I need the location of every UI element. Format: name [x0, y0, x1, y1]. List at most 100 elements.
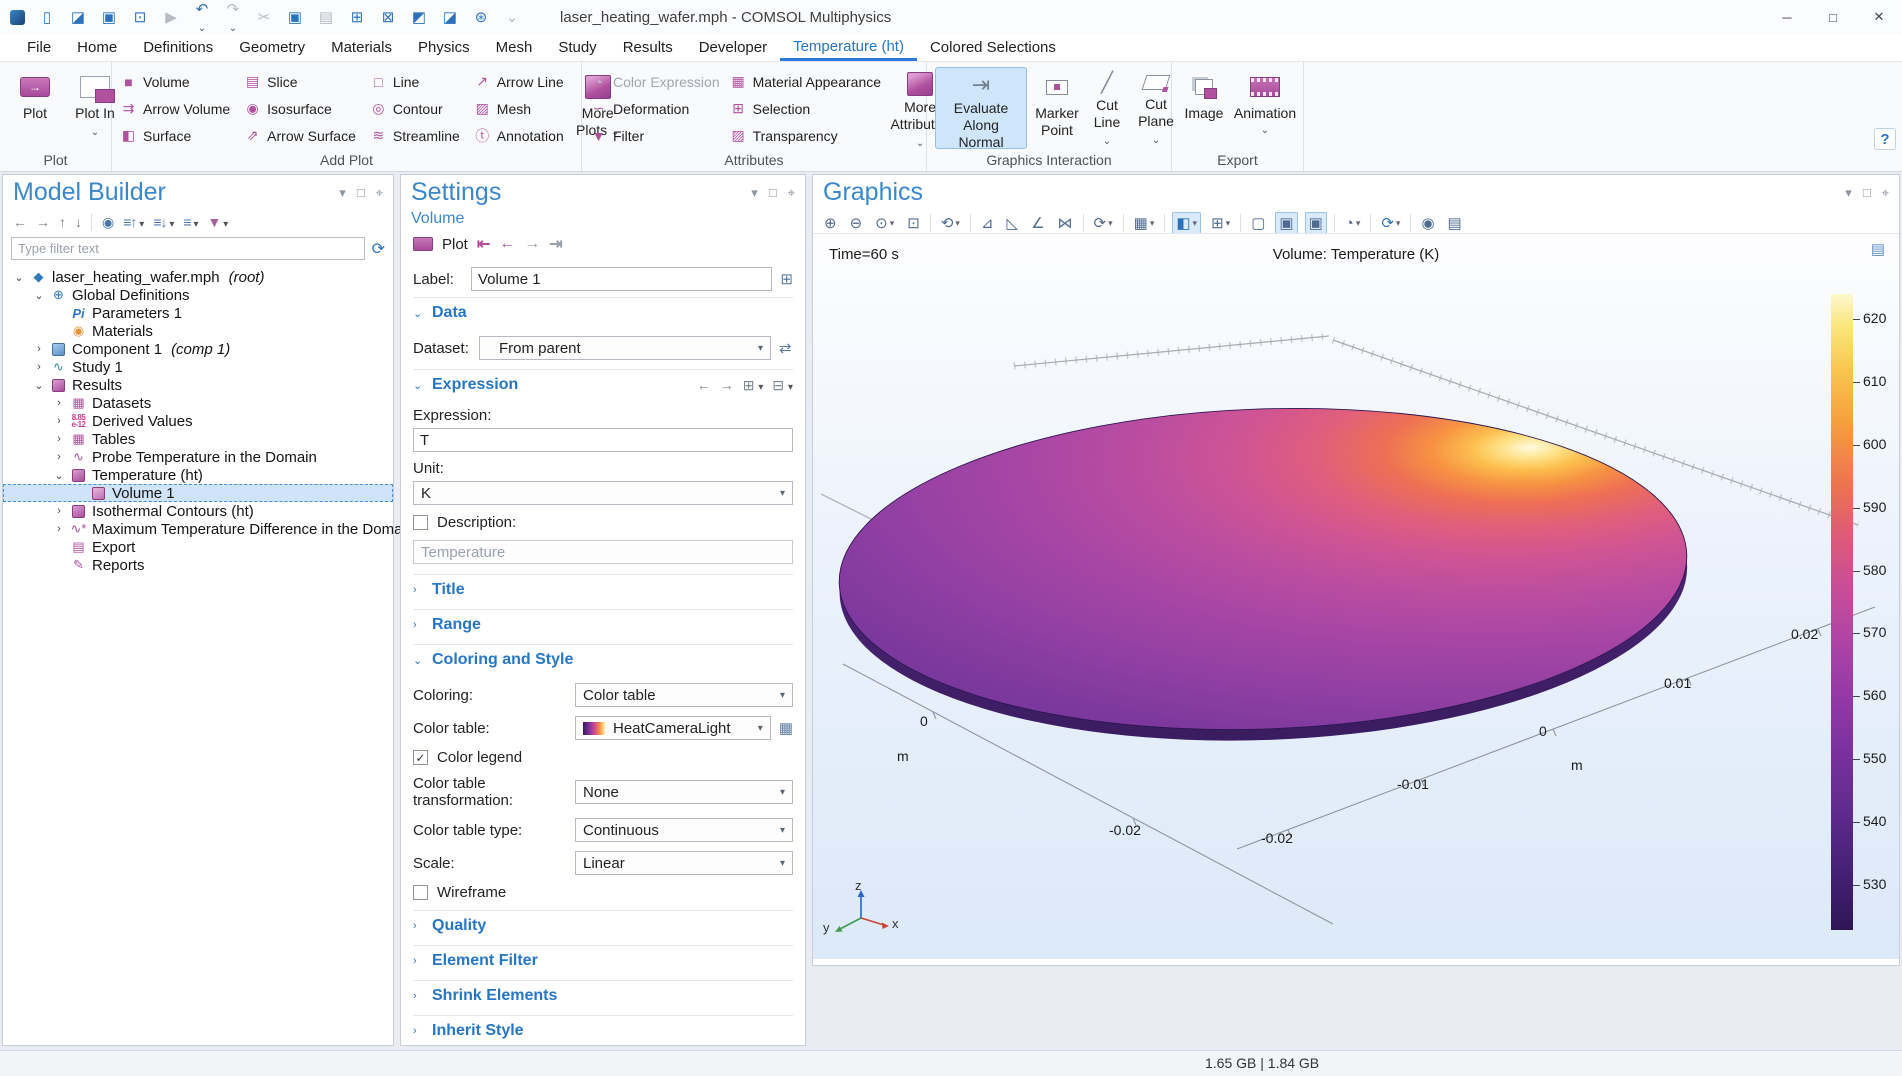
section-shrink-elements[interactable]: ›Shrink Elements — [413, 980, 793, 1010]
rotate-view-icon[interactable]: ⟳▾ — [1091, 213, 1116, 233]
zoom-out-icon[interactable]: ⊖ — [847, 213, 866, 233]
unit-select[interactable]: K▾ — [413, 481, 793, 505]
toggle-axes-icon[interactable]: ▢ — [1248, 213, 1268, 233]
tree-item-temperature-ht[interactable]: ⌄Temperature (ht) — [3, 466, 393, 484]
update-plot-icon[interactable]: ⟳▾ — [1378, 213, 1403, 233]
tree-item-study[interactable]: ›∿Study 1 — [3, 358, 393, 376]
tree-item-global-definitions[interactable]: ⌄⊕Global Definitions — [3, 286, 393, 304]
save-as-icon[interactable]: ⊡ — [131, 8, 149, 26]
undo-icon[interactable]: ↶ ⌄ — [193, 0, 211, 35]
duplicate-icon[interactable]: ⊞ — [348, 8, 366, 26]
quick-access-chevron-icon[interactable]: ⌄ — [503, 8, 521, 26]
tab-file[interactable]: File — [14, 34, 64, 61]
section-title[interactable]: ›Title — [413, 574, 793, 604]
cut-line-button[interactable]: ╱ Cut Line ⌄ — [1087, 67, 1127, 149]
toggle-grid-icon[interactable]: ▣ — [1275, 212, 1297, 234]
image-button[interactable]: Image — [1180, 67, 1228, 149]
panel-menu-icon[interactable]: ▾ — [1845, 185, 1852, 201]
tree-item-probe-temperature[interactable]: ›∿Probe Temperature in the Domain — [3, 448, 393, 466]
ribbon-item-arrow-volume[interactable]: ⇉Arrow Volume — [120, 95, 230, 122]
graphics-canvas[interactable]: Time=60 s Volume: Temperature (K) ▤ 620 … — [813, 233, 1899, 959]
ribbon-item-contour[interactable]: ◎Contour — [370, 95, 460, 122]
description-checkbox[interactable] — [413, 515, 428, 530]
dataset-select[interactable]: From parent▾ — [479, 336, 771, 360]
panel-pin-icon[interactable]: ⌖ — [788, 185, 795, 201]
save-icon[interactable]: ▣ — [100, 8, 118, 26]
tab-physics[interactable]: Physics — [405, 34, 483, 61]
panel-pin-icon[interactable]: ⌖ — [376, 185, 383, 201]
tab-materials[interactable]: Materials — [318, 34, 405, 61]
tab-definitions[interactable]: Definitions — [130, 34, 226, 61]
tab-geometry[interactable]: Geometry — [226, 34, 318, 61]
view-along-y-icon[interactable]: ◺ — [1004, 213, 1022, 233]
tree-item-parameters[interactable]: PiParameters 1 — [3, 304, 393, 322]
select-box-icon[interactable]: ◩ — [410, 8, 428, 26]
tree-item-max-temperature-difference[interactable]: ›∿*Maximum Temperature Difference in the… — [3, 520, 393, 538]
wireframe-checkbox[interactable] — [413, 885, 428, 900]
close-button[interactable]: ✕ — [1856, 0, 1902, 34]
model-tree-filter-icon[interactable]: ▼ ▾ — [208, 214, 228, 230]
panel-pin-icon[interactable]: ⌖ — [1882, 185, 1889, 201]
section-data[interactable]: ⌄Data — [413, 297, 793, 327]
color-table-select[interactable]: HeatCameraLight▾ — [575, 716, 771, 740]
find-icon[interactable]: ⊛ — [472, 8, 490, 26]
color-table-type-select[interactable]: Continuous▾ — [575, 818, 793, 842]
section-range[interactable]: ›Range — [413, 609, 793, 639]
ribbon-item-deformation[interactable]: ∽Deformation — [590, 95, 720, 122]
color-legend-checkbox[interactable]: ✓ — [413, 750, 428, 765]
go-to-default-view-icon[interactable]: ⟲▾ — [938, 213, 963, 233]
section-quality[interactable]: ›Quality — [413, 910, 793, 940]
ribbon-item-slice[interactable]: ▤Slice — [244, 68, 356, 95]
ribbon-item-streamline[interactable]: ≋Streamline — [370, 122, 460, 149]
tree-item-isothermal-contours[interactable]: ›Isothermal Contours (ht) — [3, 502, 393, 520]
label-actions-icon[interactable]: ⊞ — [780, 270, 793, 288]
flip-view-icon[interactable]: ⋈ — [1055, 213, 1076, 233]
color-table-settings-icon[interactable]: ▦ — [779, 719, 793, 737]
tab-temperature-ht[interactable]: Temperature (ht) — [780, 34, 917, 61]
ribbon-item-filter[interactable]: ▼Filter — [590, 122, 720, 149]
panel-float-icon[interactable]: □ — [357, 185, 365, 201]
image-snapshot-icon[interactable]: ◉ — [1418, 213, 1437, 233]
move-up-icon[interactable]: ↑ — [59, 214, 65, 230]
environment-icon[interactable]: ◔▾ — [1342, 214, 1364, 233]
section-coloring-and-style[interactable]: ⌄Coloring and Style — [413, 644, 793, 674]
clear-selection-icon[interactable]: ◪ — [441, 8, 459, 26]
first-plot-icon[interactable]: ⇤ — [477, 234, 490, 254]
tree-item-reports[interactable]: ✎Reports — [3, 556, 393, 574]
toggle-table-icon[interactable]: ▣ — [1305, 212, 1327, 234]
tab-developer[interactable]: Developer — [686, 34, 780, 61]
evaluate-along-normal-button[interactable]: ⇥ Evaluate Along Normal — [935, 67, 1027, 149]
ribbon-item-material-appearance[interactable]: ▦Material Appearance — [730, 68, 881, 95]
expression-back-icon[interactable]: ← — [697, 377, 711, 393]
undo-dropdown-icon[interactable]: ⌄ — [198, 23, 206, 34]
ribbon-item-volume[interactable]: ■Volume — [120, 68, 230, 95]
previous-plot-icon[interactable]: ← — [499, 235, 515, 253]
ribbon-item-annotation[interactable]: ⓣAnnotation — [474, 122, 564, 149]
node-text-icon[interactable]: ≡ ▾ — [183, 214, 197, 230]
tab-home[interactable]: Home — [64, 34, 130, 61]
plot-button[interactable]: → Plot — [8, 67, 62, 149]
help-button[interactable]: ? — [1874, 128, 1896, 150]
ribbon-item-arrow-surface[interactable]: ⇗Arrow Surface — [244, 122, 356, 149]
tree-item-volume-1[interactable]: Volume 1 — [3, 484, 393, 502]
tree-filter-input[interactable] — [11, 237, 365, 260]
tree-item-results[interactable]: ⌄Results — [3, 376, 393, 394]
move-down-icon[interactable]: ↓ — [75, 214, 81, 230]
zoom-in-icon[interactable]: ⊕ — [821, 213, 840, 233]
ribbon-item-isosurface[interactable]: ◉Isosurface — [244, 95, 356, 122]
animation-button[interactable]: Animation ⌄ — [1234, 67, 1296, 149]
zoom-extents-icon[interactable]: ⊡ — [904, 213, 923, 233]
go-to-source-icon[interactable]: ⇄ — [779, 339, 792, 357]
tree-item-datasets[interactable]: ›▦Datasets — [3, 394, 393, 412]
replace-expression-icon[interactable]: ⊟ ▾ — [772, 377, 793, 394]
color-table-transformation-select[interactable]: None▾ — [575, 780, 793, 804]
settings-plot-button[interactable]: Plot — [442, 236, 468, 253]
panel-float-icon[interactable]: □ — [769, 185, 777, 201]
plot-tools-icon[interactable]: ◧▾ — [1172, 212, 1201, 234]
maximize-button[interactable]: □ — [1810, 0, 1856, 34]
expand-all-icon[interactable]: ≡↑ ▾ — [123, 214, 143, 230]
collapse-all-icon[interactable]: ≡↓ ▾ — [153, 214, 173, 230]
scale-select[interactable]: Linear▾ — [575, 851, 793, 875]
tab-mesh[interactable]: Mesh — [483, 34, 546, 61]
section-inherit-style[interactable]: ›Inherit Style — [413, 1015, 793, 1045]
